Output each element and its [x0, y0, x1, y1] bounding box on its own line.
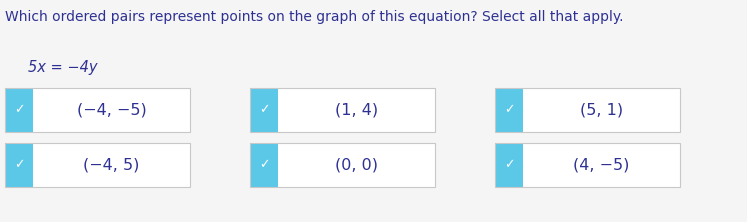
Bar: [495, 143, 680, 187]
Text: (−4, 5): (−4, 5): [84, 157, 140, 172]
Bar: [5, 143, 33, 187]
Text: Which ordered pairs represent points on the graph of this equation? Select all t: Which ordered pairs represent points on …: [5, 10, 624, 24]
Bar: [5, 88, 33, 132]
Bar: [5, 143, 190, 187]
Bar: [250, 143, 278, 187]
Text: (4, −5): (4, −5): [573, 157, 630, 172]
Bar: [250, 88, 278, 132]
Text: (0, 0): (0, 0): [335, 157, 378, 172]
Bar: [33, 88, 190, 132]
Text: ✓: ✓: [258, 159, 269, 172]
Bar: [495, 143, 523, 187]
Text: (−4, −5): (−4, −5): [77, 103, 146, 117]
Text: (5, 1): (5, 1): [580, 103, 623, 117]
Bar: [33, 143, 190, 187]
Bar: [278, 143, 435, 187]
Text: ✓: ✓: [13, 103, 24, 117]
Text: ✓: ✓: [503, 159, 514, 172]
Bar: [495, 88, 680, 132]
Bar: [495, 88, 523, 132]
Bar: [523, 143, 680, 187]
Bar: [250, 88, 435, 132]
Text: (1, 4): (1, 4): [335, 103, 378, 117]
Bar: [5, 88, 190, 132]
Bar: [523, 88, 680, 132]
Text: ✓: ✓: [503, 103, 514, 117]
Text: ✓: ✓: [13, 159, 24, 172]
Text: 5x = −4y: 5x = −4y: [28, 60, 98, 75]
Text: ✓: ✓: [258, 103, 269, 117]
Bar: [278, 88, 435, 132]
Bar: [250, 143, 435, 187]
